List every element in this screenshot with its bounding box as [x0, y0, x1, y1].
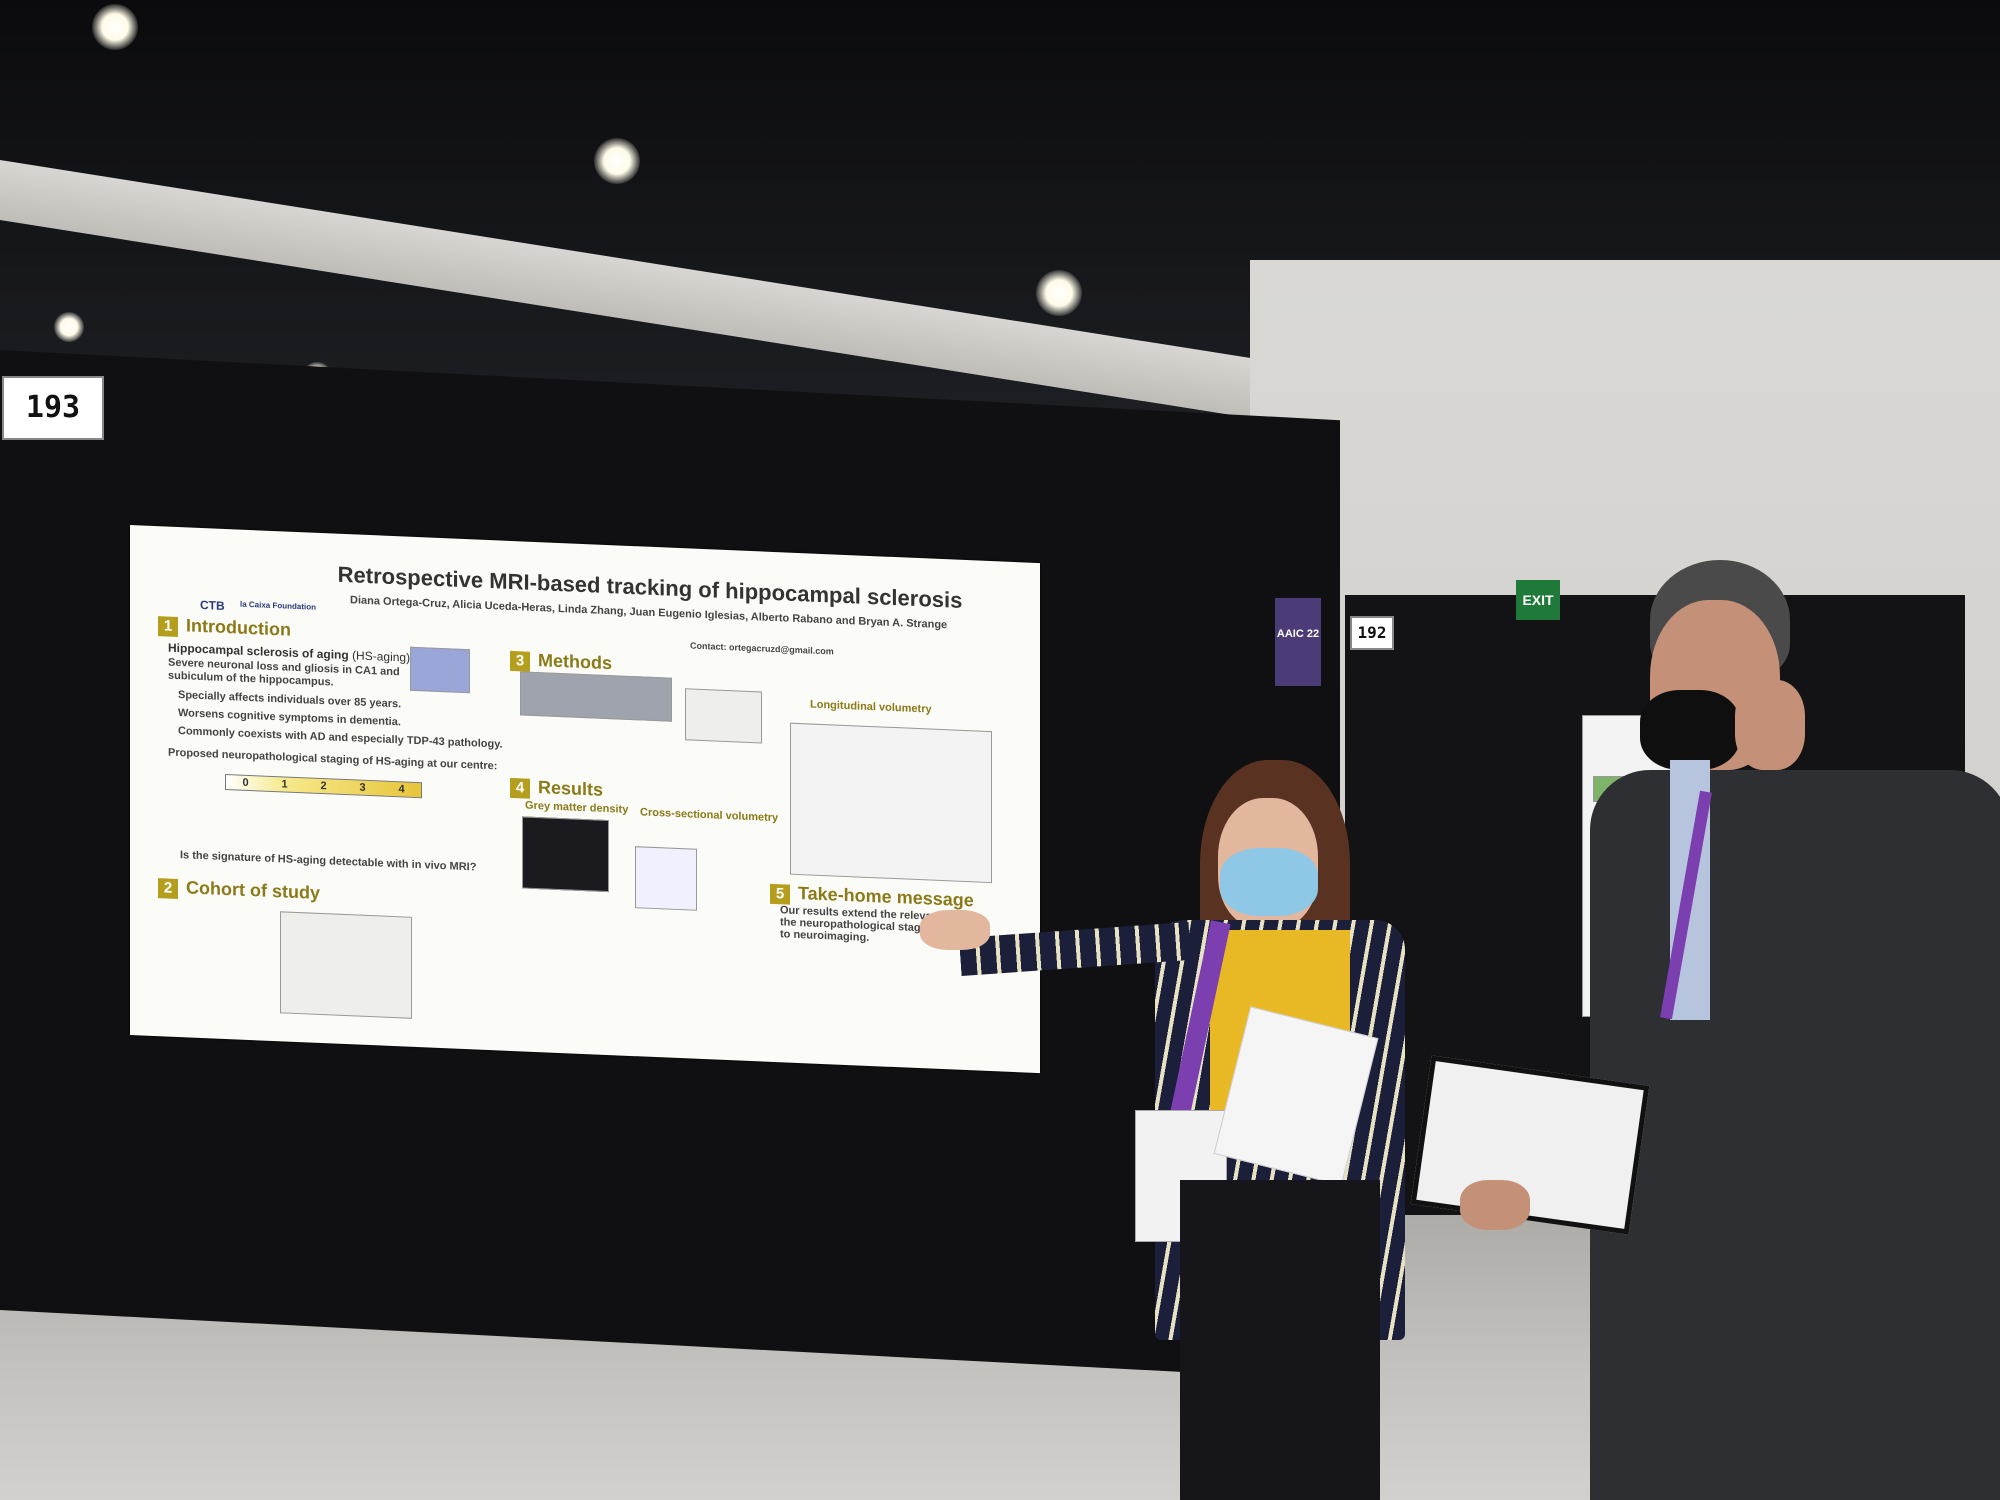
cohort-table [280, 911, 412, 1019]
results-boxplots [635, 846, 697, 911]
methods-table [685, 688, 762, 744]
section-number: 1 [158, 616, 178, 638]
section-results: 4 Results [510, 776, 603, 802]
exit-sign: EXIT [1516, 580, 1560, 620]
scale-stage: 1 [281, 778, 288, 791]
hs-staging-scale: 0 1 2 3 4 [225, 773, 422, 799]
ceiling-light [54, 312, 84, 342]
intro-line: Worsens cognitive symptoms in dementia. [178, 707, 401, 729]
section-number: 4 [510, 777, 530, 799]
booth-monitor: AAIC 22 [1275, 598, 1321, 686]
methods-mri-slices [520, 671, 672, 722]
intro-question: Is the signature of HS-aging detectable … [180, 849, 477, 874]
visitor-man [1410, 560, 2000, 1500]
scale-stage: 4 [398, 783, 405, 796]
ceiling-light [92, 4, 138, 50]
presenter-woman [920, 760, 1470, 1500]
results-cross-sectional: Cross-sectional volumetry [640, 806, 779, 825]
section-number: 3 [510, 650, 530, 672]
monitor-label: AAIC 22 [1276, 628, 1320, 640]
presenter-hand [920, 910, 990, 950]
research-poster: CTB la Caixa Foundation Retrospective MR… [130, 525, 1040, 1074]
intro-line: Specially affects individuals over 85 ye… [178, 689, 402, 711]
results-line-plots [790, 722, 992, 884]
section-number: 2 [158, 878, 178, 900]
results-brain-maps [522, 816, 609, 893]
poster-logo-caixa: la Caixa Foundation [240, 599, 317, 612]
poster-logo-ctb: CTB [200, 597, 225, 613]
booth-number-193: 193 [2, 376, 104, 440]
visitor-hand [1735, 680, 1805, 770]
scale-stage: 3 [359, 781, 366, 794]
scale-stage: 0 [242, 776, 249, 789]
section-introduction: 1 Introduction [158, 614, 291, 642]
visitor-suit [1590, 770, 2000, 1500]
section-title: Cohort of study [186, 877, 320, 903]
presenter-pants [1180, 1180, 1380, 1500]
face-mask-icon [1640, 690, 1740, 770]
intro-mri-thumbnail [410, 646, 470, 694]
section-title: Introduction [186, 615, 291, 640]
ceiling-light [594, 138, 640, 184]
intro-line: Commonly coexists with AD and especially… [178, 725, 503, 751]
section-number: 5 [770, 883, 790, 905]
scale-stage: 2 [320, 779, 327, 793]
intro-subhead-suffix: (HS-aging) [352, 648, 411, 665]
face-mask-icon [1220, 848, 1318, 916]
results-longitudinal: Longitudinal volumetry [810, 698, 932, 716]
poster-contact: Contact: ortegacruzd@gmail.com [690, 640, 834, 657]
booth-number-192: 192 [1350, 616, 1394, 650]
ceiling-light [1036, 270, 1082, 316]
tablet-held [1410, 1055, 1650, 1235]
section-cohort: 2 Cohort of study [158, 876, 320, 905]
section-title: Methods [538, 650, 612, 674]
visitor-hand [1460, 1180, 1530, 1230]
results-grey-matter: Grey matter density [525, 799, 629, 816]
section-title: Results [538, 777, 604, 800]
intro-staging-line: Proposed neuropathological staging of HS… [168, 746, 498, 773]
